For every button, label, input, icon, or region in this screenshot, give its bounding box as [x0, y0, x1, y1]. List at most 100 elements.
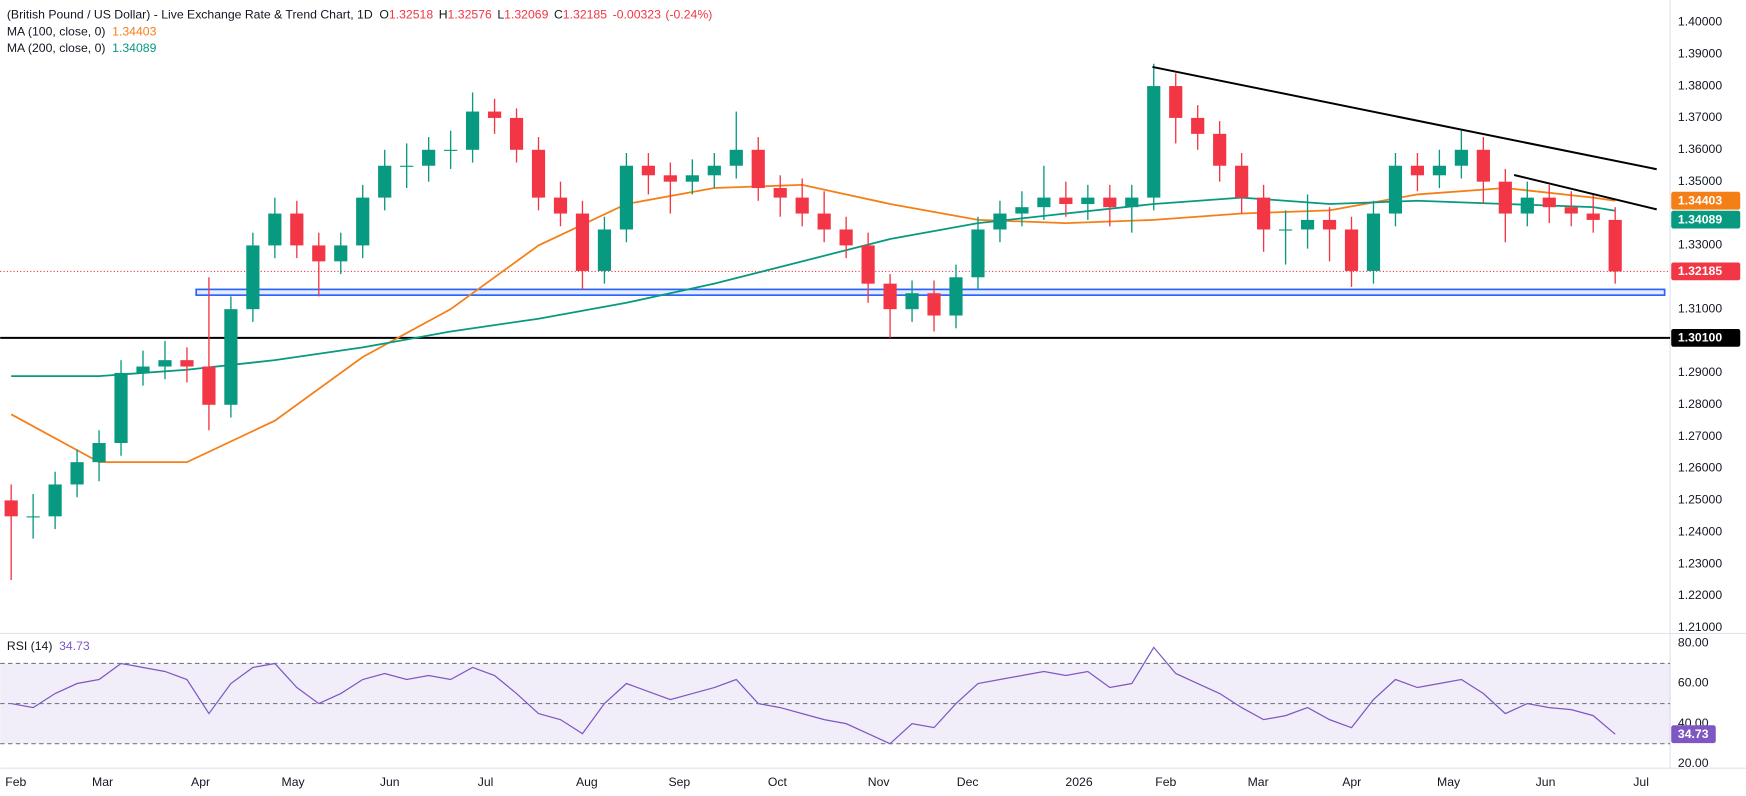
legend-name: RSI (14) [7, 639, 53, 653]
price-label: 1.30100 [1678, 331, 1722, 345]
plot-layer [0, 63, 1671, 745]
candle-body [1278, 229, 1293, 231]
ohlc-value: 1.32576 [448, 8, 492, 22]
candle-body [1125, 197, 1139, 208]
candle-body [1169, 86, 1183, 118]
candle-body [1476, 149, 1490, 182]
candle-body [751, 149, 765, 189]
candle-body [597, 229, 612, 271]
candle-body [224, 309, 238, 405]
legend-value: 1.34089 [112, 41, 156, 55]
candle-body [707, 165, 721, 176]
y-tick-label: 1.21000 [1678, 620, 1722, 634]
candle-body [444, 149, 458, 151]
candle-body [993, 213, 1007, 230]
ohlc-value: 1.32518 [389, 8, 433, 22]
price-label: 1.32185 [1678, 264, 1722, 278]
candle-body [1059, 197, 1073, 204]
candle-body [1344, 229, 1359, 271]
y-tick-label: 1.37000 [1678, 110, 1722, 124]
candle-body [1300, 219, 1315, 230]
ohlc-name: L [497, 8, 504, 22]
rsi-legend: RSI (14) 34.73 [7, 639, 90, 653]
candle-body [48, 484, 62, 517]
candle-body [246, 245, 260, 310]
candle-body [795, 197, 809, 214]
x-tick-label: Feb [5, 775, 26, 789]
legend-value: 34.73 [59, 639, 90, 653]
candle-body [927, 293, 941, 316]
candle-body [1147, 86, 1161, 198]
x-tick-label: Feb [1155, 775, 1176, 789]
candle-body [1366, 213, 1381, 271]
candle-body [619, 165, 633, 230]
legend-name: MA (100, close, 0) [7, 25, 106, 39]
price-label: 1.34089 [1678, 212, 1722, 226]
candle-body [949, 277, 963, 316]
series-line [10, 183, 1616, 464]
candle-body [553, 197, 568, 214]
candle-body [1081, 197, 1095, 204]
price-label-box [1671, 210, 1741, 229]
y-tick-label: 1.24000 [1678, 525, 1722, 539]
y-tick-label: 80.00 [1678, 636, 1709, 650]
candle-body [180, 360, 194, 367]
candle-body [422, 149, 436, 166]
y-tick-label: 1.40000 [1678, 15, 1722, 29]
candle-body [378, 165, 392, 198]
y-tick-label: 60.00 [1678, 676, 1709, 690]
candle-body [466, 111, 480, 150]
candle-body [487, 111, 502, 118]
candle-body [663, 175, 677, 182]
y-tick-label: 1.36000 [1678, 142, 1722, 156]
y-tick-label: 1.28000 [1678, 397, 1722, 411]
y-tick-label: 1.25000 [1678, 493, 1722, 507]
candle-body [971, 229, 985, 278]
y-tick-label: 1.27000 [1678, 429, 1722, 443]
candle-body [1586, 213, 1600, 220]
y-tick-label: 1.38000 [1678, 78, 1722, 92]
candle-body [1432, 165, 1446, 176]
candle-body [70, 462, 84, 485]
trendline [1152, 65, 1657, 171]
ohlc-name: O [379, 8, 389, 22]
candle-body [158, 360, 172, 367]
candle-body [1498, 181, 1512, 214]
x-tick-label: Sep [668, 775, 690, 789]
trendline [1513, 174, 1657, 211]
candle-body [575, 213, 590, 271]
x-tick-label: Dec [957, 775, 979, 789]
candle-body [861, 245, 875, 284]
candle-body [202, 366, 216, 405]
rsi-label: 34.73 [1678, 727, 1709, 741]
y-tick-label: 1.31000 [1678, 301, 1722, 315]
candle-body [334, 245, 348, 262]
y-tick-label: 1.23000 [1678, 556, 1722, 570]
candle-body [268, 213, 282, 246]
candle-body [290, 213, 304, 246]
y-tick-label: 1.29000 [1678, 365, 1722, 379]
candle-body [1608, 219, 1622, 272]
candle-body [1454, 149, 1468, 166]
series-line [11, 646, 1616, 745]
candle-body [4, 500, 18, 517]
candle-body [1257, 197, 1271, 230]
rsi-label-box [1671, 725, 1716, 744]
candle-body [1213, 133, 1227, 166]
candle-body [1103, 197, 1117, 208]
candle-body [773, 188, 787, 198]
change: -0.00323 [613, 8, 661, 22]
x-tick-label: May [282, 775, 306, 789]
candle-body [729, 149, 743, 166]
candle-body [839, 229, 853, 246]
legend-entry: MA (200, close, 0) 1.34089 [7, 41, 157, 55]
chart-title: (British Pound / US Dollar) - Live Excha… [7, 8, 373, 22]
candle-body [1015, 207, 1029, 214]
candle-body [883, 283, 897, 310]
candle-body [641, 165, 655, 176]
ohlc-name: C [554, 8, 563, 22]
ohlc-value: 1.32069 [504, 8, 548, 22]
x-tick-label: Apr [191, 775, 210, 789]
y-tick-label: 1.39000 [1678, 46, 1722, 60]
